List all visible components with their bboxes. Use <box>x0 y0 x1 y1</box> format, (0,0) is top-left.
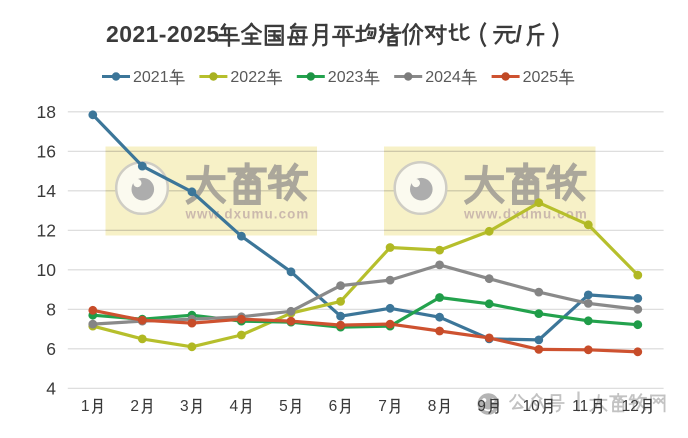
svg-text:11: 11 <box>572 398 588 415</box>
svg-text:2021: 2021 <box>133 69 169 86</box>
svg-text:6: 6 <box>46 339 56 359</box>
svg-text:10: 10 <box>523 398 541 415</box>
svg-text:2023: 2023 <box>328 69 364 86</box>
svg-text:4: 4 <box>230 398 239 415</box>
svg-text:16: 16 <box>37 141 56 161</box>
svg-text:10: 10 <box>37 260 57 280</box>
svg-text:8: 8 <box>428 398 437 415</box>
svg-text:12: 12 <box>37 220 56 240</box>
svg-text:2025: 2025 <box>523 69 559 86</box>
svg-text:3: 3 <box>180 398 189 415</box>
svg-text:5: 5 <box>279 398 288 415</box>
svg-text:www.dxumu.com: www.dxumu.com <box>185 207 310 222</box>
svg-text:/: / <box>516 21 523 47</box>
svg-text:6: 6 <box>329 398 338 415</box>
svg-text:18: 18 <box>37 102 56 122</box>
svg-text:9: 9 <box>477 398 486 415</box>
svg-text:2024: 2024 <box>425 69 461 86</box>
svg-text:7: 7 <box>378 398 387 415</box>
svg-text:12: 12 <box>622 398 639 415</box>
svg-text:14: 14 <box>37 181 57 201</box>
svg-text:1: 1 <box>81 398 90 415</box>
svg-text:2021-2025: 2021-2025 <box>106 21 220 47</box>
svg-text:2022: 2022 <box>230 69 266 86</box>
svg-text:8: 8 <box>46 299 56 319</box>
svg-text:4: 4 <box>46 378 56 398</box>
svg-text:2: 2 <box>130 398 139 415</box>
